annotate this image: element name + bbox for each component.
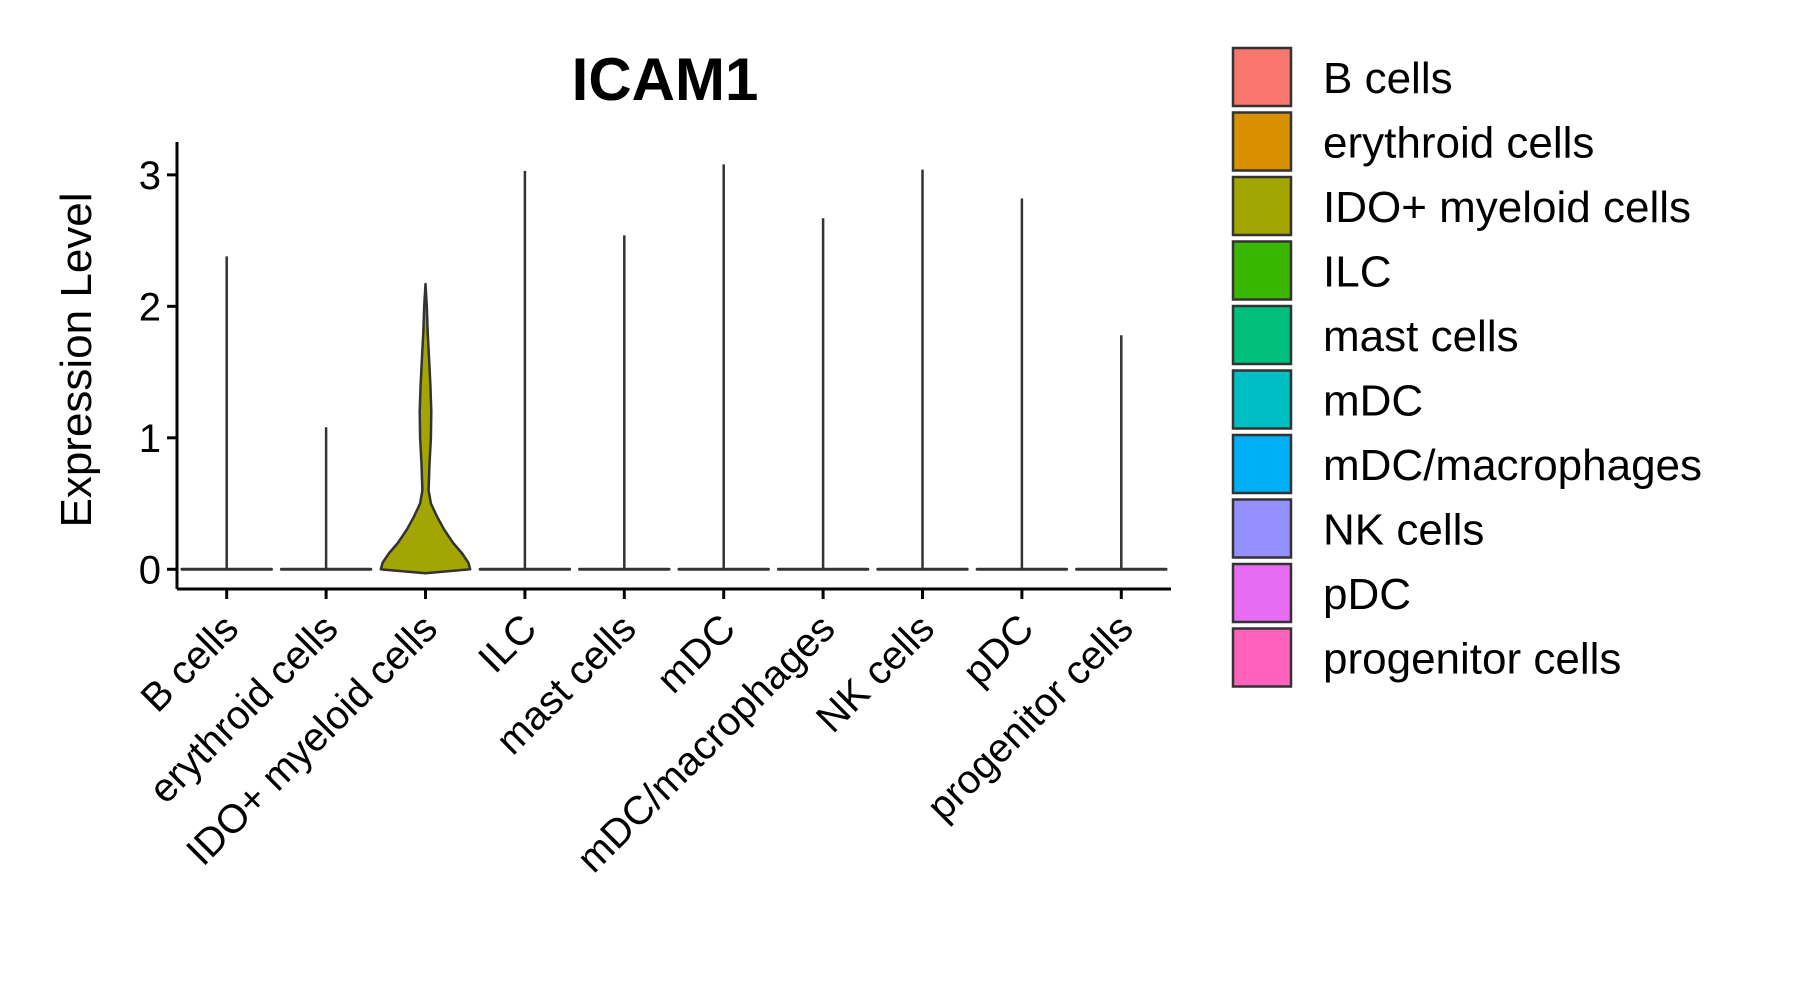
legend-swatch: [1231, 433, 1293, 495]
legend: B cells erythroid cells IDO+ myeloid cells…: [1231, 46, 1702, 688]
legend-swatch: [1231, 304, 1293, 366]
chart-title: ICAM1: [572, 46, 759, 113]
y-axis-title: Expression Level: [52, 192, 101, 527]
violin-mast-cells: [578, 235, 671, 571]
legend-item: progenitor cells: [1231, 627, 1621, 688]
violin-ido-myeloid-cells: [379, 282, 472, 575]
violin-b-cells: [180, 256, 273, 571]
legend-item: erythroid cells: [1231, 111, 1594, 172]
legend-item: NK cells: [1231, 498, 1484, 559]
y-tick-label: 1: [139, 417, 161, 461]
violin-nk-cells: [876, 169, 969, 571]
legend-swatch: [1231, 627, 1293, 688]
x-tick-label: pDC: [955, 606, 1043, 694]
legend-label: mDC: [1323, 377, 1423, 426]
legend-label: mast cells: [1323, 312, 1519, 361]
violin-mdc-macrophages: [776, 218, 870, 571]
legend-item: mast cells: [1231, 304, 1519, 366]
legend-swatch: [1231, 175, 1293, 237]
x-tick-label: ILC: [470, 606, 545, 681]
violin-series: [180, 164, 1168, 575]
legend-swatch: [1231, 369, 1293, 430]
violin-mdc: [677, 164, 770, 571]
legend-label: progenitor cells: [1323, 635, 1621, 684]
legend-item: pDC: [1231, 562, 1411, 624]
legend-label: B cells: [1323, 54, 1453, 103]
violin-progenitor-cells: [1075, 335, 1168, 571]
x-tick-label: mDC: [649, 606, 745, 702]
y-tick-label: 0: [139, 548, 161, 592]
legend-swatch: [1231, 498, 1293, 559]
legend-item: mDC: [1231, 369, 1423, 430]
legend-swatch: [1231, 562, 1293, 624]
legend-item: IDO+ myeloid cells: [1231, 175, 1691, 237]
legend-item: B cells: [1231, 46, 1453, 108]
y-tick-label: 3: [139, 154, 161, 198]
y-tick-label: 2: [139, 285, 161, 329]
legend-swatch: [1231, 46, 1293, 108]
legend-label: mDC/macrophages: [1323, 441, 1702, 490]
legend-swatch: [1231, 240, 1293, 301]
violin-pdc: [975, 198, 1069, 571]
violin-ilc: [478, 170, 572, 571]
legend-item: mDC/macrophages: [1231, 433, 1702, 495]
violin-erythroid-cells: [279, 427, 373, 571]
violin-body: [379, 282, 472, 575]
legend-label: NK cells: [1323, 506, 1484, 555]
y-axis: 0 1 2 3: [139, 142, 179, 592]
legend-item: ILC: [1231, 240, 1391, 301]
legend-label: pDC: [1323, 570, 1411, 619]
legend-swatch: [1231, 111, 1293, 172]
legend-label: IDO+ myeloid cells: [1323, 183, 1691, 232]
legend-label: erythroid cells: [1323, 119, 1594, 168]
legend-label: ILC: [1323, 248, 1391, 297]
